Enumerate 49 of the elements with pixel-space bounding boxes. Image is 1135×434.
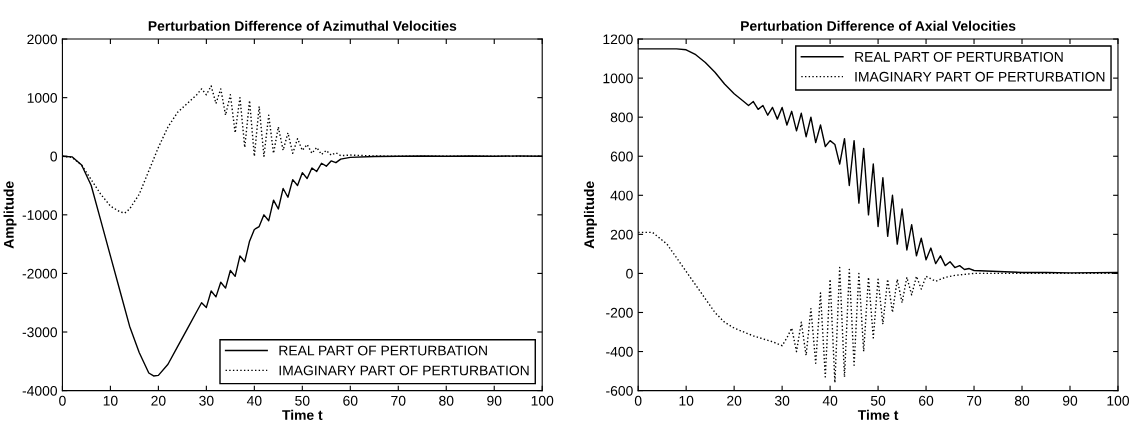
y-tick-label: 800	[610, 112, 633, 123]
x-tick-label: 100	[1107, 395, 1130, 406]
x-tick-label: 80	[439, 395, 454, 406]
legend-label: IMAGINARY PART OF PERTURBATION	[279, 365, 529, 376]
x-tick-label: 60	[919, 395, 934, 406]
y-tick-label: 400	[610, 190, 633, 201]
x-tick-label: 0	[634, 395, 642, 406]
x-tick-label: 100	[531, 395, 554, 406]
x-tick-label: 90	[487, 395, 502, 406]
y-tick-label: 2000	[27, 34, 58, 45]
y-tick-label: 1000	[603, 73, 633, 84]
y-tick-label: -1000	[22, 210, 58, 220]
x-tick-label: 40	[246, 395, 262, 406]
y-tick-label: 0	[50, 151, 58, 162]
y-tick-label: 200	[610, 229, 633, 240]
x-tick-label: 50	[295, 395, 310, 406]
legend-label: IMAGINARY PART OF PERTURBATION	[855, 71, 1105, 82]
x-axis-title: Time t	[282, 409, 323, 420]
legend-label: REAL PART OF PERTURBATION	[855, 51, 1063, 62]
legend-label: REAL PART OF PERTURBATION	[279, 345, 487, 356]
x-tick-label: 30	[774, 395, 790, 406]
x-tick-label: 20	[151, 395, 166, 406]
chart-title: Perturbation Difference of Axial Velocities	[741, 20, 1016, 31]
y-tick-label: 1200	[603, 34, 633, 45]
x-tick-label: 50	[870, 395, 886, 406]
y-tick-label: 0	[626, 268, 633, 279]
x-tick-label: 80	[1014, 395, 1030, 406]
x-tick-label: 10	[103, 395, 118, 406]
y-tick-label: 1000	[27, 92, 58, 103]
x-tick-label: 70	[967, 395, 982, 406]
x-tick-label: 10	[679, 395, 694, 406]
y-tick-label: -4000	[22, 385, 58, 396]
y-tick-label: -2000	[22, 268, 58, 279]
x-tick-label: 30	[199, 395, 214, 406]
x-tick-label: 20	[727, 395, 742, 406]
y-tick-label: 600	[610, 151, 633, 162]
y-axis-title: Amplitude	[3, 181, 17, 249]
x-tick-label: 60	[343, 395, 358, 406]
y-tick-label: -3000	[22, 327, 58, 338]
x-axis-title: Time t	[857, 409, 899, 420]
chart-title: Perturbation Difference of Azimuthal Velocities	[148, 20, 457, 31]
y-tick-label: -600	[606, 385, 633, 396]
y-tick-label: -400	[606, 346, 633, 357]
y-axis-title: Amplitude	[583, 181, 597, 249]
x-tick-label: 0	[59, 395, 66, 406]
y-tick-label: -200	[606, 307, 633, 318]
x-tick-label: 40	[822, 395, 838, 406]
x-tick-label: 70	[391, 395, 406, 406]
x-tick-label: 90	[1062, 395, 1078, 406]
